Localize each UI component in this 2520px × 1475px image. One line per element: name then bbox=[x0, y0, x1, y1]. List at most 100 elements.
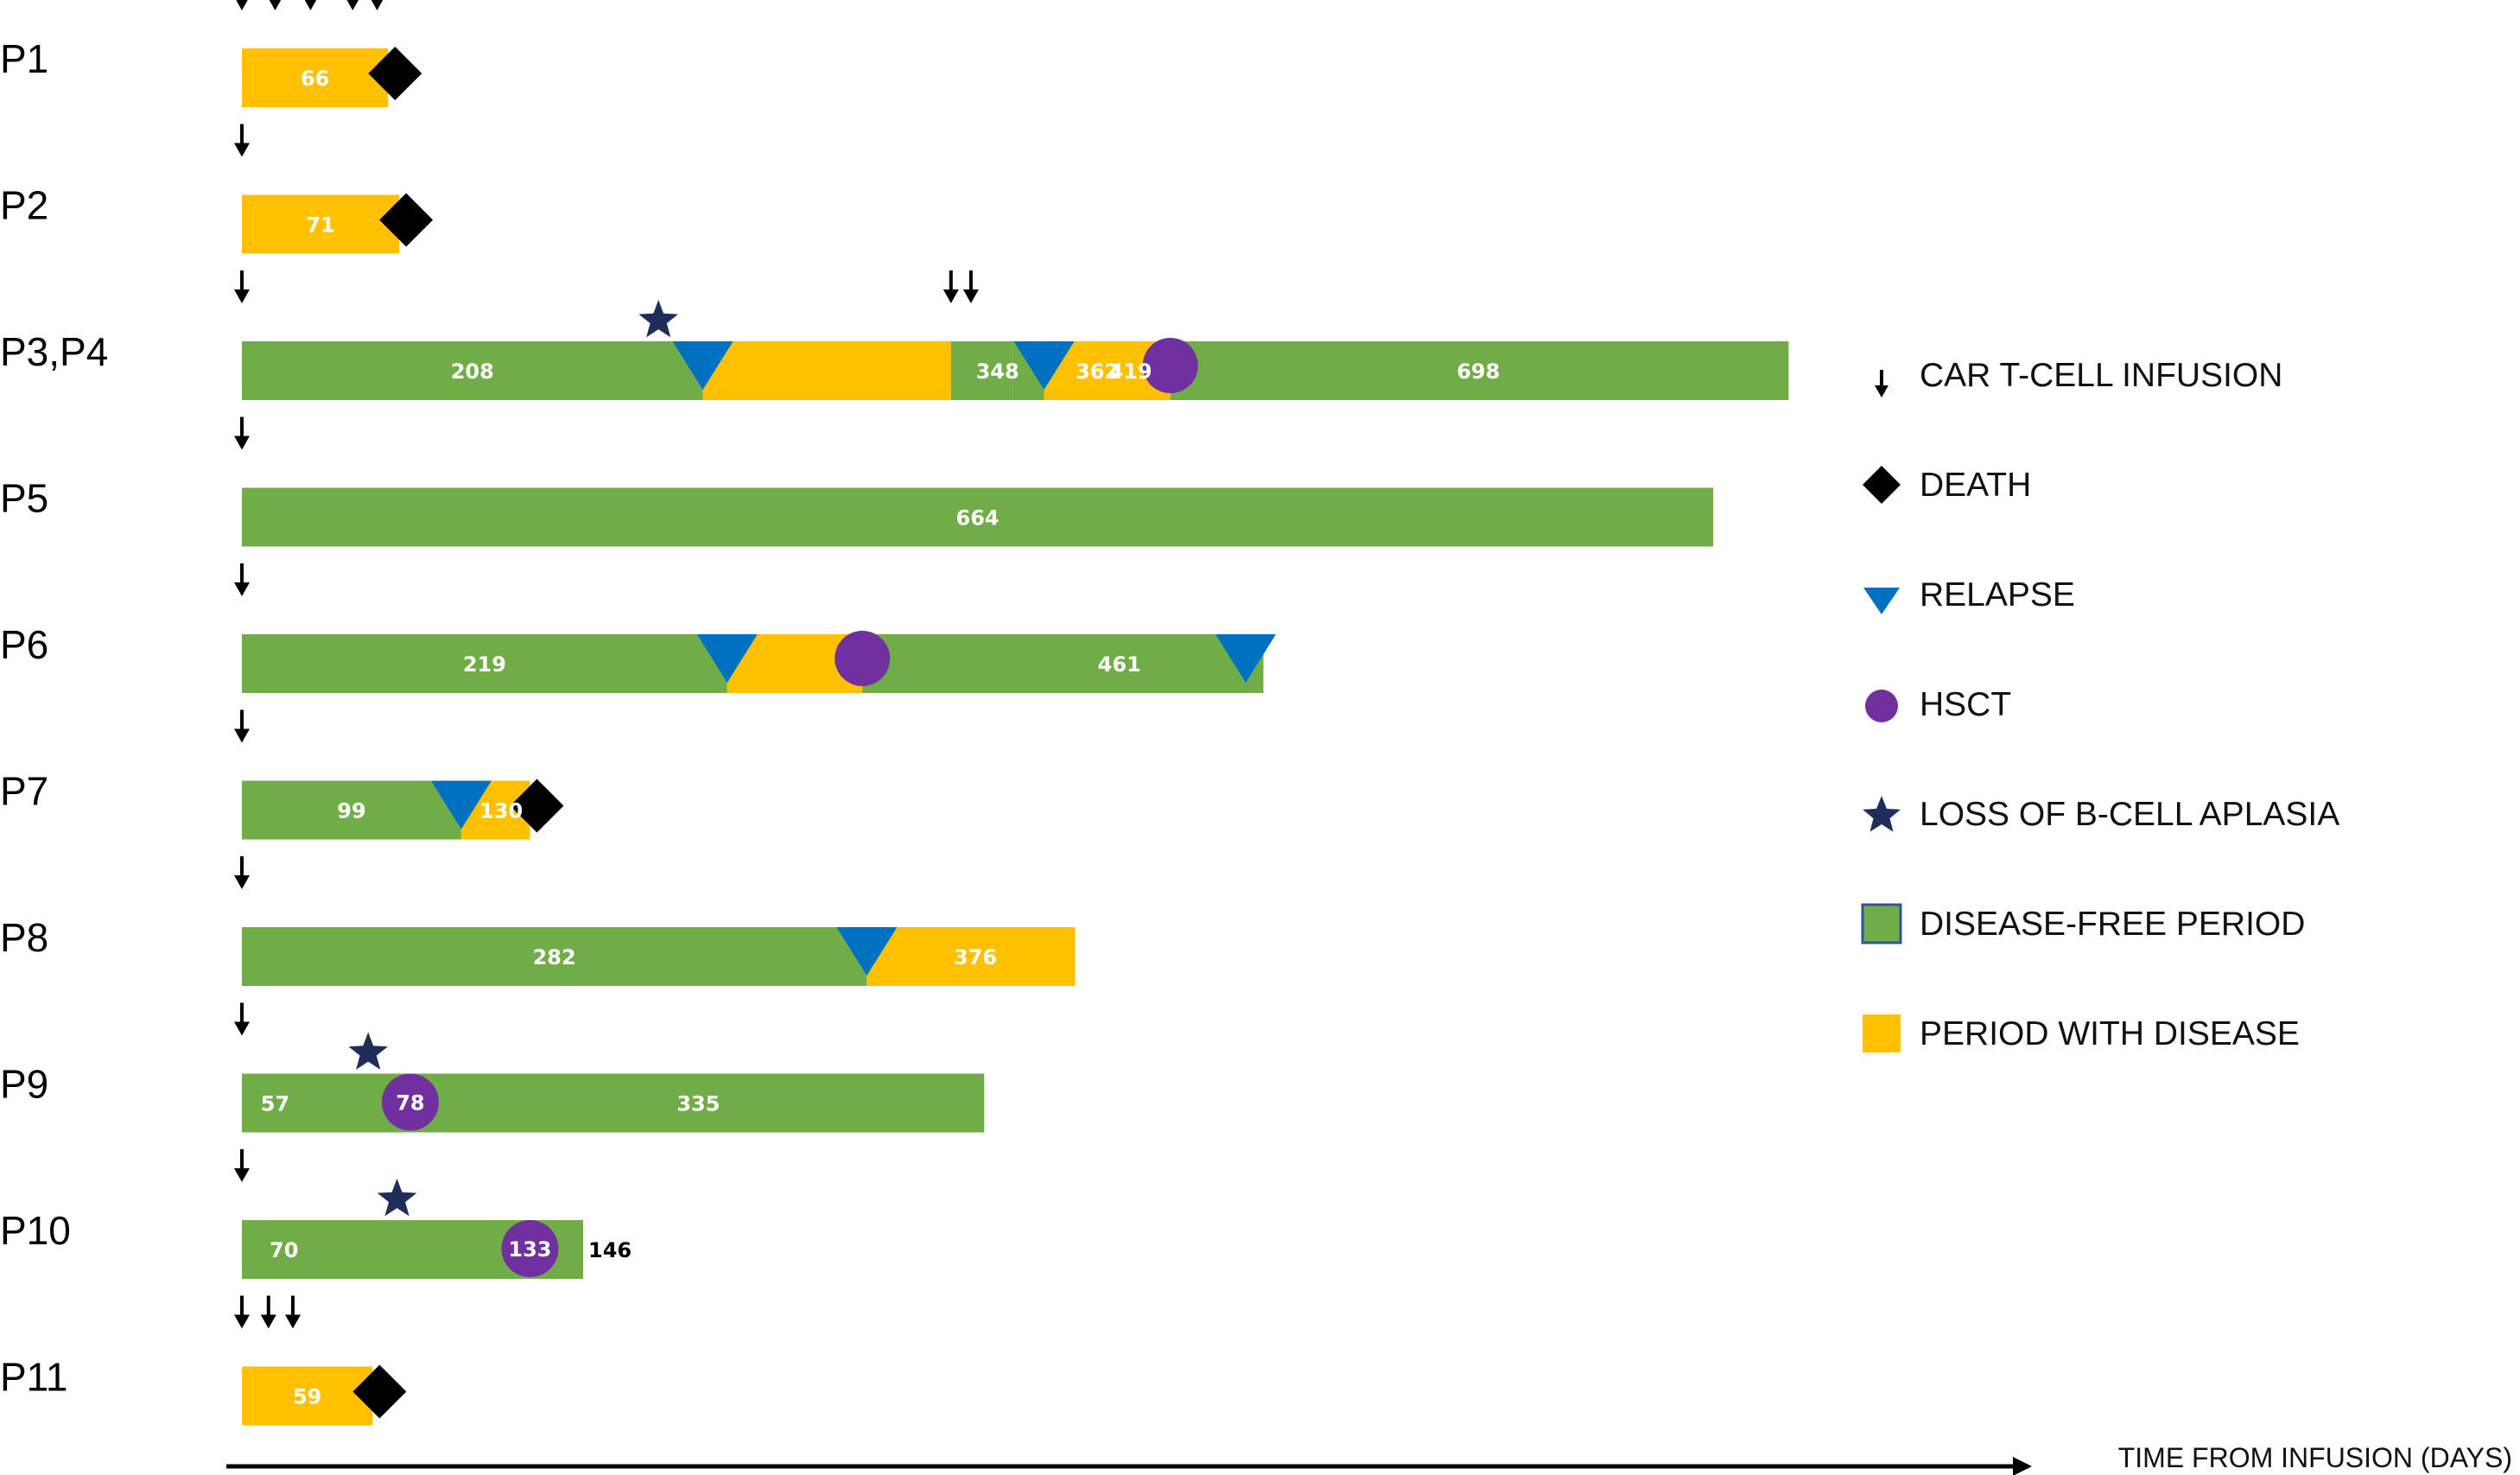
row-label: P2 bbox=[0, 183, 48, 228]
infusion-arrow bbox=[304, 0, 317, 10]
infusion-arrow bbox=[234, 1002, 250, 1036]
hsct-marker bbox=[1142, 338, 1198, 393]
disease-free-period-bar bbox=[242, 780, 461, 840]
disease-free-period-bar bbox=[1170, 341, 1789, 400]
infusion-arrow bbox=[371, 0, 384, 10]
disease-free-period-bar bbox=[950, 341, 1013, 400]
disease-free-period-bar bbox=[242, 341, 703, 400]
death-marker bbox=[510, 779, 564, 833]
patient-row-p2: P2 71 bbox=[0, 124, 434, 254]
hsct-marker bbox=[381, 1073, 439, 1131]
segment-value-label: 66 bbox=[301, 67, 329, 91]
infusion-arrow bbox=[346, 0, 359, 10]
legend-item-death: DEATH bbox=[1863, 466, 2031, 504]
segment-value-label: 99 bbox=[337, 799, 365, 823]
infusion-arrow bbox=[943, 270, 959, 303]
relapse-marker bbox=[836, 927, 898, 976]
disease-free-period-bar bbox=[242, 1073, 985, 1133]
segment-value-label: 698 bbox=[1457, 359, 1500, 384]
relapse-marker bbox=[672, 341, 733, 390]
hsct-marker bbox=[501, 1220, 559, 1277]
square-icon bbox=[1863, 1014, 1901, 1052]
segment-value-label: 208 bbox=[451, 359, 494, 384]
row-label: P9 bbox=[0, 1062, 48, 1107]
hsct-day-label: 78 bbox=[396, 1091, 424, 1116]
disease-free-period-bar bbox=[242, 634, 727, 693]
diamond-icon bbox=[1863, 466, 1901, 504]
legend-item-disease: PERIOD WITH DISEASE bbox=[1863, 1014, 2300, 1052]
segment-value-label: 219 bbox=[463, 652, 506, 677]
row-label: P7 bbox=[0, 769, 48, 814]
infusion-arrow bbox=[236, 0, 248, 10]
patient-row-p11: P11 59 bbox=[0, 1295, 407, 1426]
infusion-arrow bbox=[269, 0, 282, 10]
row-label: P8 bbox=[0, 915, 48, 960]
disease-period-bar bbox=[866, 927, 1076, 986]
legend-label: LOSS OF B-CELL APLASIA bbox=[1920, 796, 2339, 833]
relapse-marker bbox=[430, 780, 492, 830]
segment-value-label: 59 bbox=[293, 1385, 321, 1409]
loss-b-cell-aplasia-marker bbox=[348, 1032, 388, 1070]
loss-b-cell-aplasia-marker bbox=[377, 1179, 417, 1217]
segment-value-label: 130 bbox=[479, 799, 523, 823]
triangle-down-icon bbox=[1863, 588, 1900, 614]
segment-value-label: 419 bbox=[1109, 359, 1152, 384]
legend-label: DISEASE-FREE PERIOD bbox=[1920, 906, 2305, 943]
segment-value-label: 282 bbox=[533, 945, 576, 970]
relapse-marker bbox=[1013, 341, 1075, 390]
infusion-arrow bbox=[284, 1295, 301, 1329]
disease-free-period-bar bbox=[862, 634, 1264, 693]
segment-value-label: 335 bbox=[676, 1092, 720, 1116]
disease-free-period-bar bbox=[242, 927, 867, 986]
circle-icon bbox=[1865, 690, 1898, 722]
patient-row-p10: P10 70 133 146 bbox=[0, 1149, 632, 1279]
patient-row-p9: P9 335 57 78 bbox=[0, 1002, 985, 1133]
row-label: P11 bbox=[0, 1355, 67, 1400]
segment-value-label: 664 bbox=[956, 506, 1000, 531]
segment-value-label: 57 bbox=[261, 1092, 289, 1116]
legend-label: HSCT bbox=[1920, 686, 2011, 723]
legend-item-relapse: RELAPSE bbox=[1863, 576, 2075, 614]
segment-value-label: 71 bbox=[306, 213, 334, 238]
end-day-label: 146 bbox=[588, 1238, 632, 1262]
patient-row-p7: P7 99 130 bbox=[0, 709, 564, 840]
segment-value-label: 461 bbox=[1098, 652, 1141, 677]
legend-item-infusion: CAR T-CELL INFUSION bbox=[1875, 357, 2282, 397]
segment-value-label: 348 bbox=[976, 359, 1019, 384]
loss-b-cell-aplasia-marker bbox=[638, 300, 678, 338]
relapse-marker bbox=[696, 634, 758, 683]
segment-value-label: 376 bbox=[954, 945, 997, 970]
star-icon bbox=[1863, 796, 1901, 832]
row-label: P6 bbox=[0, 622, 48, 667]
disease-period-bar bbox=[702, 341, 951, 400]
disease-period-bar bbox=[242, 48, 389, 107]
row-label: P10 bbox=[0, 1208, 71, 1253]
patient-row-p6: P6 219 461 bbox=[0, 563, 1276, 693]
infusion-arrow bbox=[234, 1149, 250, 1182]
death-marker bbox=[352, 1364, 407, 1419]
patient-row-p5: P5 664 bbox=[0, 416, 1714, 547]
disease-free-period-bar bbox=[242, 487, 1714, 547]
legend-label: DEATH bbox=[1920, 467, 2031, 504]
death-marker bbox=[368, 47, 422, 100]
disease-period-bar bbox=[242, 194, 400, 254]
legend-item-disease-free: DISEASE-FREE PERIOD bbox=[1861, 903, 2305, 944]
disease-period-bar bbox=[242, 1366, 373, 1426]
infusion-arrow bbox=[234, 1295, 250, 1329]
legend-item-hsct: HSCT bbox=[1865, 686, 2011, 723]
legend-label: RELAPSE bbox=[1920, 576, 2075, 614]
infusion-arrow bbox=[234, 563, 250, 596]
infusion-arrow bbox=[234, 270, 250, 303]
infusion-arrow bbox=[260, 1295, 276, 1329]
legend-label: CAR T-CELL INFUSION bbox=[1920, 357, 2282, 394]
patient-row-p1: P1 66 bbox=[0, 0, 422, 107]
patient-row-p8: P8 282 376 bbox=[0, 856, 1076, 986]
segment-value-label: 362 bbox=[1076, 359, 1119, 384]
legend-item-loss-b-cell: LOSS OF B-CELL APLASIA bbox=[1863, 796, 2339, 833]
down-arrow-icon bbox=[1875, 370, 1888, 397]
infusion-arrow bbox=[234, 416, 250, 450]
segment-value-label: 70 bbox=[270, 1238, 298, 1262]
x-axis: TIME FROM INFUSION (DAYS) bbox=[226, 1442, 2512, 1475]
legend: CAR T-CELL INFUSION DEATH RELAPSE HSCT LOSS … bbox=[1861, 357, 2339, 1052]
